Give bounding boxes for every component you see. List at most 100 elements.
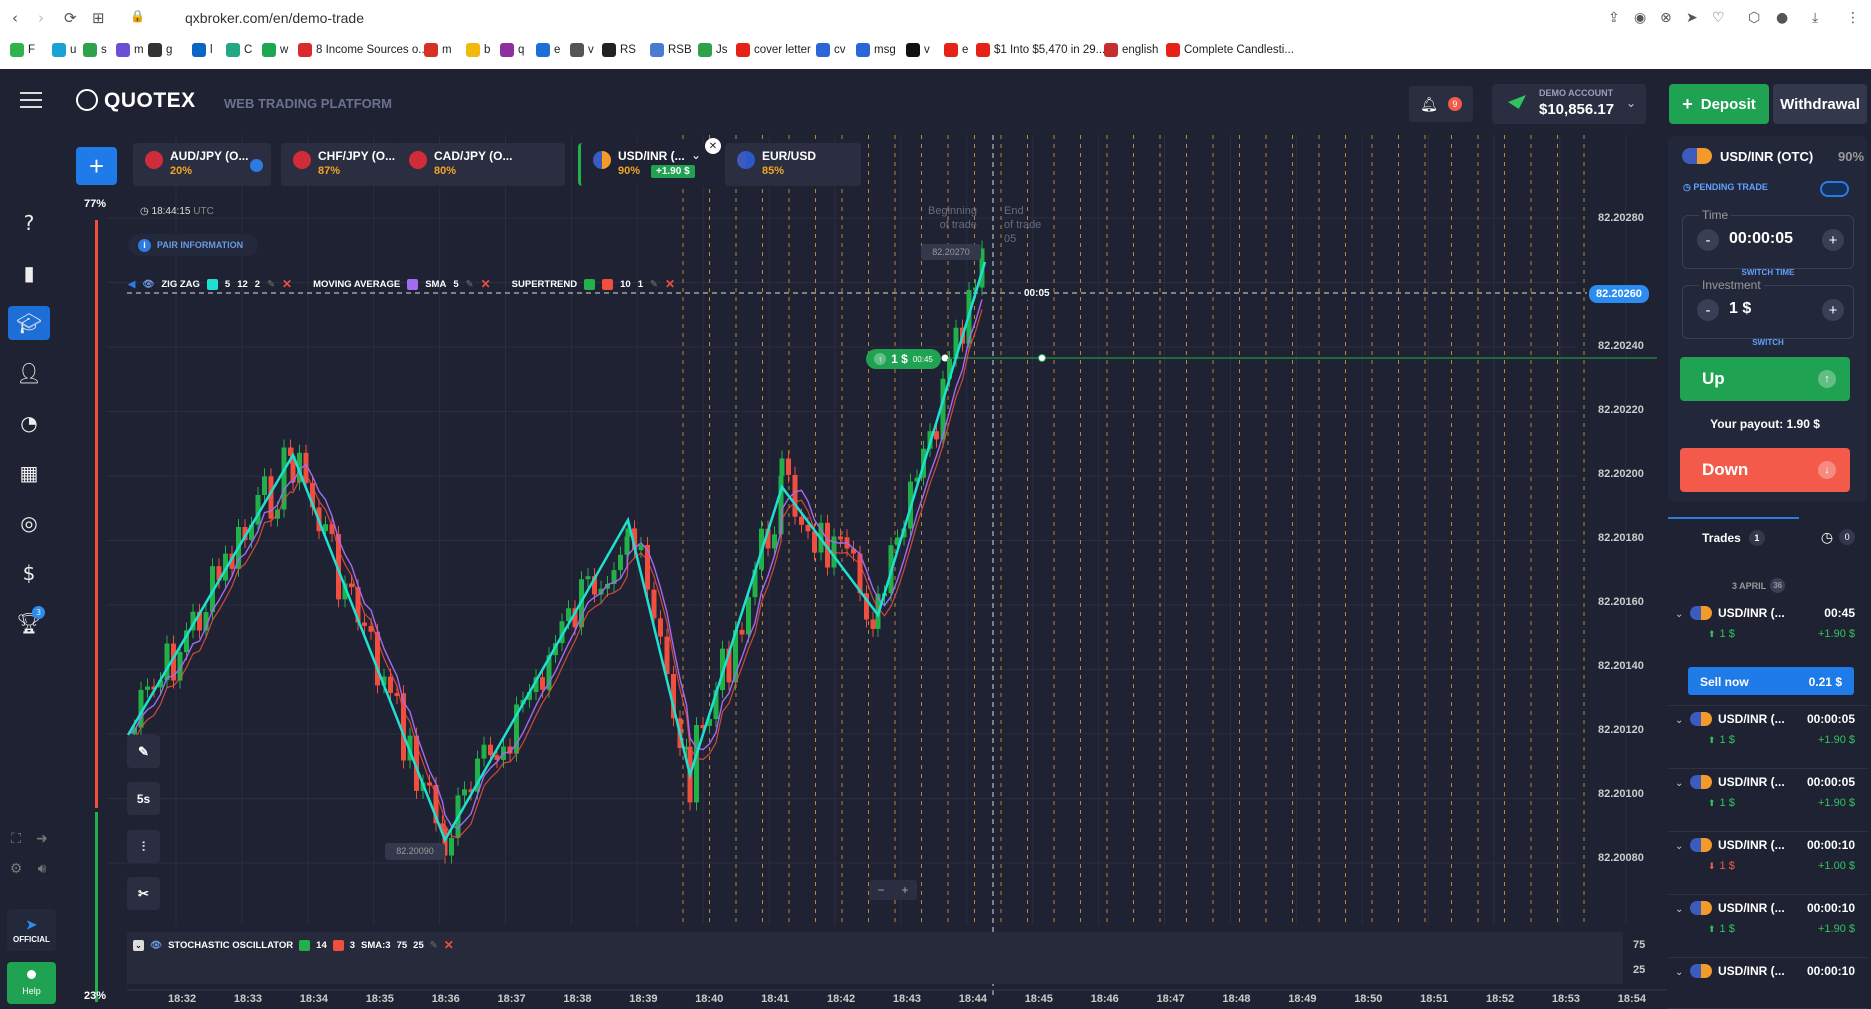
education-icon[interactable]: 🎓︎ bbox=[8, 306, 50, 340]
zigzag-color[interactable] bbox=[206, 278, 218, 290]
back-icon[interactable]: ‹ bbox=[12, 9, 18, 27]
trade-item[interactable]: ⌄ USD/INR (... 00:00:10 bbox=[1668, 958, 1867, 1009]
bookmark-item[interactable]: m bbox=[424, 43, 452, 57]
chevron-down-icon[interactable]: ⌄ bbox=[1675, 967, 1684, 978]
time-value[interactable]: 00:00:05 bbox=[1729, 230, 1794, 247]
ma-color[interactable] bbox=[407, 278, 419, 290]
bookmark-item[interactable]: e bbox=[944, 43, 968, 57]
supertrend-up-color[interactable] bbox=[584, 278, 596, 290]
account-selector[interactable]: DEMO ACCOUNT $10,856.17 ⌄ bbox=[1492, 84, 1646, 124]
lock-icon[interactable]: 🔒 bbox=[130, 9, 145, 23]
bookmark-item[interactable]: RS bbox=[602, 43, 636, 57]
investment-plus-button[interactable]: + bbox=[1822, 299, 1844, 321]
profile-icon[interactable]: ● bbox=[1776, 10, 1789, 26]
bookmark-item[interactable]: g bbox=[148, 43, 172, 57]
bookmark-item[interactable]: msg bbox=[856, 43, 896, 57]
oscillator-d-color[interactable] bbox=[332, 939, 344, 951]
bookmark-item[interactable]: e bbox=[536, 43, 560, 57]
switch-time-link[interactable]: SWITCH TIME bbox=[1741, 268, 1795, 277]
down-button[interactable]: Down ↓ bbox=[1680, 448, 1850, 492]
asset-tab[interactable]: AUD/JPY (O... 20% bbox=[133, 143, 271, 186]
bookmark-item[interactable]: Complete Candlesti... bbox=[1166, 43, 1294, 57]
trophy-icon[interactable]: 🏆︎ 3 bbox=[8, 606, 50, 640]
chevron-down-icon[interactable]: ⌄ bbox=[1675, 715, 1684, 726]
edit-supertrend-icon[interactable]: ✎ bbox=[649, 278, 658, 290]
edit-ma-icon[interactable]: ✎ bbox=[465, 278, 474, 290]
collapse-icon[interactable]: ◀ bbox=[128, 278, 136, 290]
time-minus-button[interactable]: - bbox=[1697, 229, 1719, 251]
pair-information-button[interactable]: i PAIR INFORMATION bbox=[128, 234, 258, 256]
zigzag-label[interactable]: ZIG ZAG bbox=[161, 278, 200, 290]
oscillator-name[interactable]: STOCHASTIC OSCILLATOR bbox=[168, 939, 294, 951]
edit-oscillator-icon[interactable]: ✎ bbox=[429, 939, 438, 951]
bookmark-item[interactable]: b bbox=[466, 43, 490, 57]
indicators-button[interactable]: ✂ bbox=[127, 877, 160, 910]
more-icon[interactable]: ⋮ bbox=[1846, 10, 1860, 26]
help-button[interactable]: Help bbox=[7, 962, 56, 1004]
asset-tab[interactable]: CHF/JPY (O... 87% bbox=[281, 143, 418, 186]
timeframe-button[interactable]: 5s bbox=[127, 782, 160, 815]
bookmark-item[interactable]: C bbox=[226, 43, 252, 57]
up-button[interactable]: Up ↑ bbox=[1680, 357, 1850, 401]
withdrawal-button[interactable]: Withdrawal bbox=[1773, 84, 1867, 124]
address-bar[interactable]: qxbroker.com/en/demo-trade bbox=[185, 10, 364, 26]
asset-tab[interactable]: CAD/JPY (O... 80% bbox=[397, 143, 565, 186]
deposit-button[interactable]: + Deposit bbox=[1669, 84, 1769, 124]
market-icon[interactable]: ◔ bbox=[20, 411, 38, 435]
close-asset-icon[interactable]: ✕ bbox=[705, 138, 721, 154]
heart-icon[interactable]: ♡ bbox=[1712, 10, 1725, 26]
notifications-button[interactable]: 🔔︎ 9 bbox=[1409, 86, 1473, 122]
bookmark-item[interactable]: v bbox=[906, 43, 930, 57]
eye-icon[interactable]: 👁︎ bbox=[142, 278, 155, 290]
leaderboard-icon[interactable]: ▦ bbox=[19, 461, 39, 485]
chevron-down-icon[interactable]: ⌄ bbox=[1675, 609, 1684, 620]
edit-zigzag-icon[interactable]: ✎ bbox=[267, 278, 276, 290]
bookmark-item[interactable]: l bbox=[192, 43, 213, 57]
fullscreen-icon[interactable]: ⛶ bbox=[11, 831, 21, 847]
support-icon[interactable]: ? bbox=[23, 211, 35, 235]
bookmark-item[interactable]: w bbox=[262, 43, 288, 57]
time-plus-button[interactable]: + bbox=[1822, 229, 1844, 251]
bookmark-item[interactable]: Js bbox=[698, 43, 728, 57]
bookmark-item[interactable]: cover letter bbox=[736, 43, 811, 57]
oscillator-k-color[interactable] bbox=[299, 939, 311, 951]
bookmark-item[interactable]: v bbox=[570, 43, 594, 57]
pending-trade-toggle[interactable] bbox=[1820, 181, 1849, 197]
open-trade-marker[interactable]: ↑ 1 $ 00:45 bbox=[866, 349, 941, 369]
chevron-down-icon[interactable]: ⌄ bbox=[691, 148, 702, 162]
share-icon[interactable]: ⇪ bbox=[1608, 10, 1620, 26]
chevron-down-icon[interactable]: ⌄ bbox=[1675, 778, 1684, 789]
price-chart[interactable] bbox=[57, 135, 1668, 1009]
trade-item[interactable]: ⌄ USD/INR (... 00:00:05 ⬆ 1 $ +1.90 $ bbox=[1668, 706, 1867, 769]
trade-item[interactable]: ⌄ USD/INR (... 00:00:10 ⬆ 1 $ +1.90 $ bbox=[1668, 895, 1867, 958]
trade-item[interactable]: ⌄ USD/INR (... 00:00:05 ⬆ 1 $ +1.90 $ bbox=[1668, 769, 1867, 832]
investment-value[interactable]: 1 $ bbox=[1729, 300, 1752, 317]
bookmark-item[interactable]: u bbox=[52, 43, 76, 57]
chart-area[interactable] bbox=[57, 135, 1668, 1009]
supertrend-down-color[interactable] bbox=[602, 278, 614, 290]
zoom-in-icon[interactable]: + bbox=[901, 883, 909, 897]
oscillator-eye-icon[interactable]: 👁︎ bbox=[150, 939, 163, 951]
bookmark-item[interactable]: $1 Into $5,470 in 29... bbox=[976, 43, 1105, 57]
bookmark-item[interactable]: s bbox=[83, 43, 107, 57]
extensions-icon[interactable]: ⬡ bbox=[1748, 10, 1761, 26]
bookmark-item[interactable]: F bbox=[10, 43, 35, 57]
reload-icon[interactable]: ⟳ bbox=[64, 9, 77, 27]
asset-tab[interactable]: EUR/USD 85% bbox=[725, 143, 861, 186]
remove-supertrend-icon[interactable]: ✕ bbox=[664, 277, 676, 291]
chevron-down-icon[interactable]: ⌄ bbox=[1675, 904, 1684, 915]
sound-icon[interactable]: 🔊︎ bbox=[37, 861, 47, 877]
zoom-controls[interactable]: − + bbox=[869, 880, 917, 900]
switch-link[interactable]: SWITCH bbox=[1752, 338, 1784, 347]
supertrend-label[interactable]: SUPERTREND bbox=[511, 278, 578, 290]
chart-type-button[interactable]: ⫶ bbox=[127, 830, 160, 863]
tab-history[interactable]: ◷ 0 bbox=[1809, 517, 1867, 557]
trade-item[interactable]: ⌄ USD/INR (... 00:00:10 ⬇ 1 $ +1.00 $ bbox=[1668, 832, 1867, 895]
zoom-out-icon[interactable]: − bbox=[877, 883, 885, 897]
add-asset-button[interactable]: + bbox=[76, 147, 117, 185]
download-icon[interactable]: ⤓ bbox=[1812, 10, 1819, 26]
tab-trades[interactable]: Trades 1 bbox=[1668, 517, 1799, 557]
share-arrow-icon[interactable]: ➜ bbox=[36, 831, 48, 847]
chevron-down-icon[interactable]: ⌄ bbox=[1675, 841, 1684, 852]
logo[interactable]: QUOTEX bbox=[76, 89, 196, 113]
